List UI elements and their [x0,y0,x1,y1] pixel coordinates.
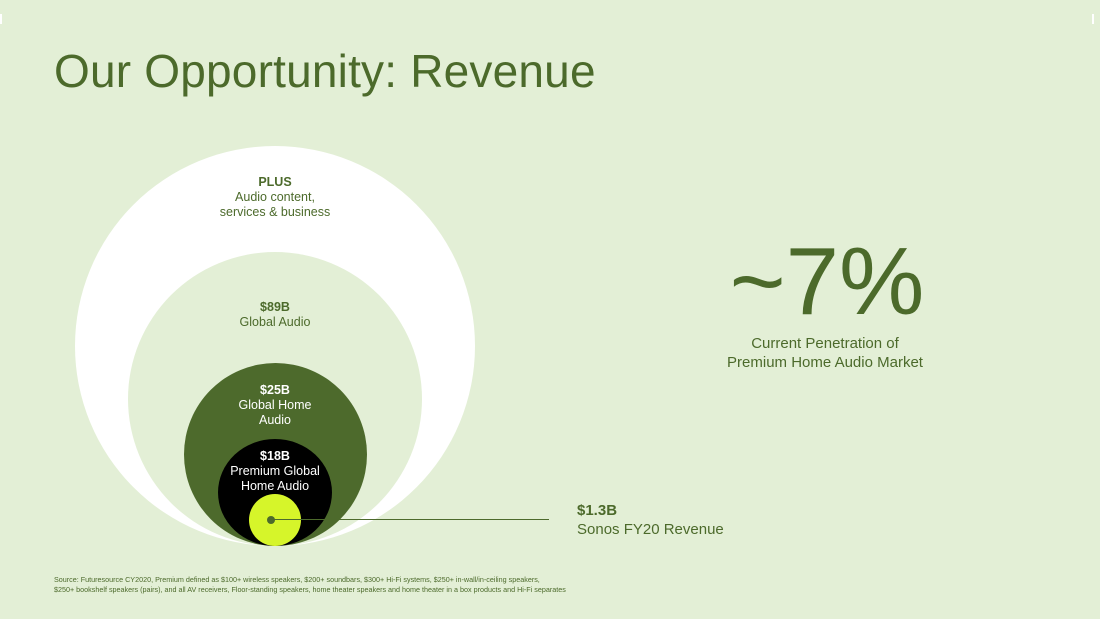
corner-mark-right [1092,14,1094,24]
source-line1: Source: Futuresource CY2020, Premium def… [54,575,540,584]
source-footnote: Source: Futuresource CY2020, Premium def… [54,575,674,595]
premium-home-audio-line2: Home Audio [240,479,310,493]
premium-home-audio-line1: Premium Global [230,464,320,478]
premium-home-audio-label: $18B Premium Global Home Audio [220,449,330,494]
source-line2: $250+ bookshelf speakers (pairs), and al… [54,585,566,594]
plus-line1: Audio content, [235,190,315,204]
penetration-line1: Current Penetration of [751,335,899,352]
plus-label: PLUS Audio content, services & business [175,175,375,220]
corner-mark-left [0,14,2,24]
slide-title: Our Opportunity: Revenue [54,45,596,97]
plus-line2: services & business [219,205,331,219]
global-home-audio-line1: Global Home [238,398,312,412]
sonos-revenue-value: $1.3B [577,502,618,519]
sonos-leader-dot [267,516,275,524]
global-audio-value: $89B [260,300,290,314]
sonos-leader-line [271,519,549,520]
premium-home-audio-value: $18B [260,449,290,463]
global-home-audio-label: $25B Global Home Audio [215,383,335,428]
global-audio-line1: Global Audio [239,315,311,329]
global-home-audio-value: $25B [260,383,290,397]
penetration-value: ~7% [729,228,925,335]
global-home-audio-line2: Audio [259,413,291,427]
plus-value: PLUS [258,175,292,189]
sonos-revenue-label: Sonos FY20 Revenue [577,521,724,538]
global-audio-label: $89B Global Audio [175,300,375,330]
penetration-line2: Premium Home Audio Market [727,354,923,371]
penetration-caption: Current Penetration of Premium Home Audi… [700,334,950,372]
sonos-revenue-circle [249,494,301,546]
